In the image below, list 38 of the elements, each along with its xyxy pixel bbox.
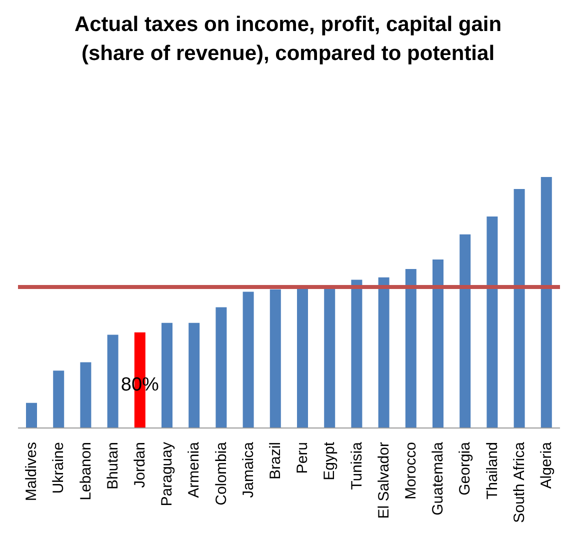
- bar: [486, 216, 498, 428]
- x-tick-label: Brazil: [266, 442, 284, 480]
- bar: [270, 289, 281, 428]
- x-tick-label: Jordan: [131, 442, 148, 488]
- bar: [378, 277, 390, 428]
- x-tick-label: Ukraine: [50, 442, 68, 494]
- bar: [242, 292, 254, 428]
- x-tick-label: Armenia: [186, 441, 203, 498]
- bar: [540, 177, 552, 428]
- bar: [53, 370, 64, 428]
- bar: [216, 307, 227, 428]
- x-tick-label: Thailand: [484, 442, 501, 500]
- x-tick-label: Egypt: [321, 441, 338, 480]
- x-tick-label: Paraguay: [158, 442, 176, 506]
- x-tick-label: Algeria: [538, 441, 555, 489]
- bar: [107, 334, 118, 428]
- bar: [514, 188, 525, 428]
- x-tick-label: Lebanon: [77, 442, 94, 500]
- bar: [188, 322, 200, 428]
- x-tick-label: Bhutan: [104, 442, 122, 490]
- x-tick-label: Tunisia: [348, 441, 366, 490]
- x-tick-label: Maldives: [23, 442, 40, 502]
- bar: [405, 269, 416, 428]
- chart-title: Actual taxes on income, profit, capital gain (share of revenue), compared to potential: [73, 12, 503, 67]
- bar: [80, 362, 92, 428]
- x-tick-label: Georgia: [456, 441, 474, 496]
- bar: [460, 234, 471, 428]
- bar: [351, 280, 362, 428]
- bar: [26, 402, 37, 428]
- bar: [162, 322, 172, 428]
- x-tick-label: South Africa: [510, 441, 528, 523]
- x-tick-label: Colombia: [212, 441, 230, 506]
- x-tick-label: El Salvador: [375, 442, 392, 519]
- x-tick-label: Peru: [294, 442, 312, 474]
- bar: [432, 259, 444, 428]
- x-tick-label: Jamaica: [240, 441, 257, 498]
- x-tick-label: Morocco: [402, 442, 420, 500]
- x-tick-label: Guatemala: [430, 441, 447, 516]
